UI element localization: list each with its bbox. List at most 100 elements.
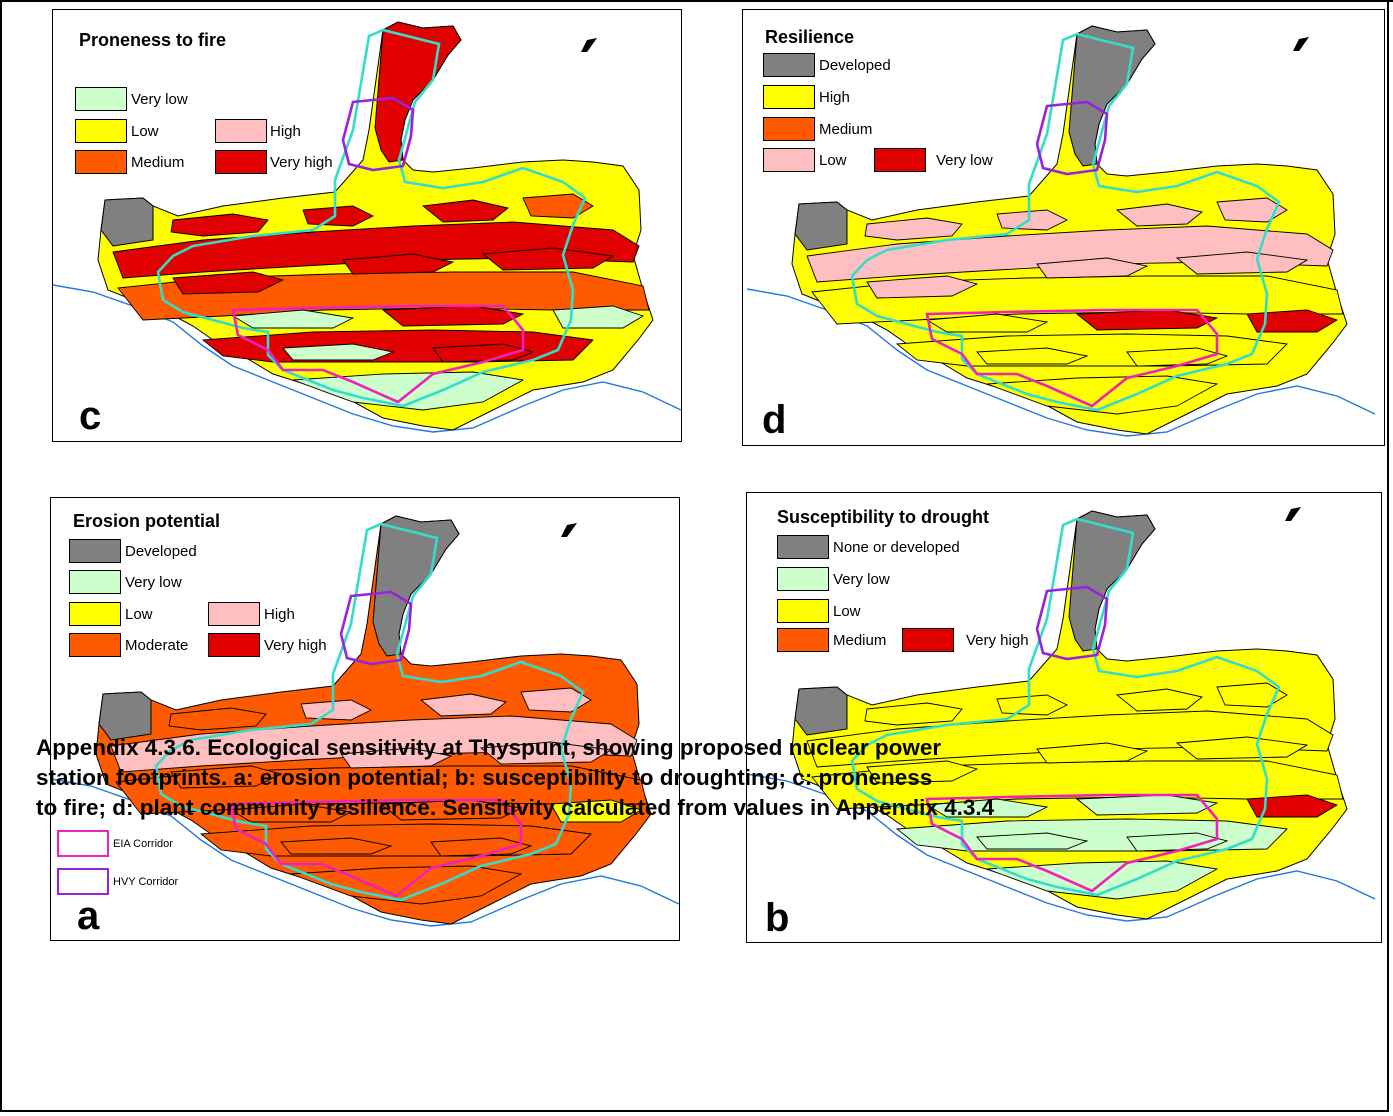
northern-strip-polygon	[1068, 510, 1156, 652]
legend-swatch-very-low	[777, 567, 829, 591]
panel-letter: b	[765, 896, 790, 940]
sensitivity-patch-polygon	[996, 209, 1069, 231]
hvy-corridor-outline	[1035, 585, 1109, 661]
panel-title: Proneness to fire	[79, 30, 227, 50]
legend-label: Low	[125, 606, 153, 623]
sensitivity-patch-polygon	[1175, 736, 1309, 760]
legend-swatch-high	[763, 85, 815, 109]
sensitivity-patch-polygon	[976, 832, 1089, 850]
north-arrow-icon	[1293, 37, 1309, 51]
station-footprint-outline	[850, 32, 1281, 412]
legend-label: Very low	[131, 91, 188, 108]
sensitivity-patch-polygon	[1216, 682, 1288, 708]
sensitivity-patch-polygon	[552, 305, 645, 329]
sensitivity-patch-polygon	[419, 693, 508, 717]
northern-strip-polygon	[372, 515, 460, 657]
legend-swatch-very-low	[69, 570, 121, 594]
sensitivity-patch-polygon	[1036, 742, 1149, 764]
legend-swatch-high	[215, 119, 267, 143]
sensitivity-patch-polygon	[342, 253, 455, 275]
sensitivity-patch-polygon	[421, 199, 510, 223]
legend-swatch-low	[763, 148, 815, 172]
north-arrow-icon	[581, 38, 597, 52]
sensitivity-patch-polygon	[976, 347, 1089, 365]
sensitivity-patch-polygon	[280, 837, 393, 855]
map-content	[53, 21, 681, 433]
map-panel-fire-proneness: Proneness to fire Very low Low High Medi…	[52, 9, 682, 442]
hvy-corridor-outline	[1035, 100, 1109, 176]
legend-label: HVY Corridor	[113, 876, 179, 888]
legend-eia-corridor-swatch	[57, 830, 109, 857]
legend-label: Low	[131, 123, 159, 140]
legend-swatch-medium	[75, 150, 127, 174]
legend-swatch-medium	[777, 628, 829, 652]
sensitivity-band-polygon	[806, 225, 1334, 283]
sensitivity-patch-polygon	[866, 275, 979, 299]
legend-label: High	[264, 606, 295, 623]
sensitivity-patch-polygon	[866, 760, 979, 784]
sensitivity-patch-polygon	[1115, 688, 1204, 712]
legend-label: Low	[819, 152, 847, 169]
sensitivity-patch-polygon	[925, 313, 1049, 333]
legend-swatch-low	[75, 119, 127, 143]
legend-label: Very high	[966, 632, 1029, 649]
sensitivity-patch-polygon	[282, 343, 395, 361]
sensitivity-patch-polygon	[925, 798, 1049, 818]
map-resilience	[746, 25, 1376, 437]
sensitivity-patch-polygon	[520, 687, 592, 713]
sensitivity-patch-polygon	[550, 799, 643, 823]
hvy-corridor-outline	[341, 96, 415, 172]
sensitivity-patch-polygon	[430, 837, 533, 857]
panel-letter: d	[762, 398, 787, 442]
caption-line: Appendix 4.3.6. Ecological sensitivity a…	[36, 735, 942, 760]
legend-label: Developed	[125, 543, 197, 560]
sensitivity-patch-polygon	[481, 247, 615, 271]
north-arrow-icon	[561, 523, 577, 537]
legend-label: Very low	[125, 574, 182, 591]
legend-label: Very high	[264, 637, 327, 654]
station-footprint-outline	[850, 517, 1281, 897]
legend-label: EIA Corridor	[113, 838, 173, 850]
legend-label: Moderate	[125, 637, 189, 654]
sensitivity-patch-polygon	[302, 205, 375, 227]
sensitivity-band-polygon	[112, 221, 640, 279]
developed-area-polygon	[794, 686, 848, 736]
eia-corridor-outline	[229, 798, 523, 898]
station-footprint-outline	[156, 28, 587, 408]
legend-label: Low	[833, 603, 861, 620]
legend-label: Medium	[131, 154, 185, 171]
sensitivity-patch-polygon	[1126, 832, 1229, 852]
sensitivity-patch-polygon	[340, 747, 453, 769]
legend-label: Developed	[819, 57, 891, 74]
legend-swatch-developed	[763, 53, 815, 77]
station-footprint-outline	[154, 522, 585, 902]
sensitivity-patch-polygon	[1115, 203, 1204, 227]
northern-strip-polygon	[1068, 25, 1156, 167]
panel-letter: c	[79, 394, 102, 438]
sensitivity-patch-polygon	[1246, 309, 1339, 333]
sensitivity-patch-polygon	[996, 694, 1069, 716]
legend-label: None or developed	[833, 539, 960, 556]
panel-title: Erosion potential	[73, 511, 221, 531]
map-content	[51, 515, 679, 927]
sensitivity-patch-polygon	[1175, 251, 1309, 275]
sensitivity-patch-polygon	[300, 699, 373, 721]
legend-swatch-very-low	[75, 87, 127, 111]
developed-area-polygon	[98, 691, 152, 741]
figure-caption: Appendix 4.3.6. Ecological sensitivity a…	[36, 733, 1376, 823]
sensitivity-patch-polygon	[864, 217, 963, 241]
map-panel-resilience: Resilience Developed High Medium Low Ver…	[742, 9, 1385, 446]
legend-swatch-medium	[763, 117, 815, 141]
sensitivity-patch-polygon	[231, 309, 355, 329]
sensitivity-patch-polygon	[1246, 794, 1339, 818]
map-fire-proneness	[53, 21, 681, 433]
map-erosion-potential	[51, 515, 679, 927]
sensitivity-band-polygon	[110, 715, 638, 773]
legend-label: Very low	[833, 571, 890, 588]
legend-label: Medium	[833, 632, 887, 649]
sensitivity-patch-polygon	[1126, 347, 1229, 367]
eia-corridor-outline	[231, 304, 525, 404]
legend-hvy-corridor-swatch	[57, 868, 109, 895]
page-top-border	[0, 0, 1393, 2]
caption-line: station footprints. a: erosion potential…	[36, 765, 933, 790]
